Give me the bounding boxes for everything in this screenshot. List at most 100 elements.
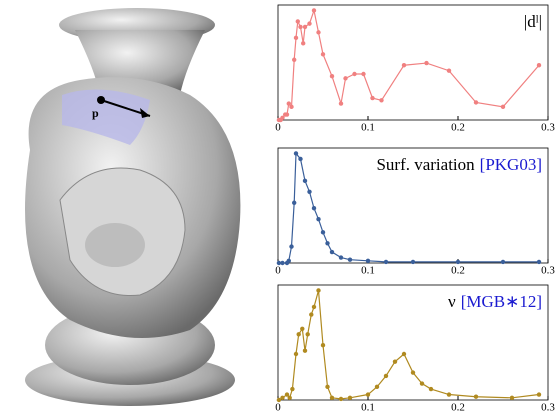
x-tick-label: 0	[275, 122, 281, 134]
citation: [MGB∗12]	[461, 292, 542, 311]
data-point	[294, 352, 298, 356]
chart-title: |dˡ|	[524, 12, 542, 31]
x-tick-label: 0.2	[451, 122, 465, 134]
data-point	[424, 61, 428, 65]
page: p 0 0.1 0.2 0.3 |dˡ| 0 0.1 0.2 0.3 Surf. variatio…	[0, 0, 557, 416]
data-point	[309, 312, 313, 316]
data-point	[307, 190, 311, 194]
data-point	[447, 69, 451, 73]
x-tick-label: 0.3	[541, 402, 555, 414]
data-point	[301, 41, 305, 45]
data-point	[429, 387, 433, 391]
data-point	[456, 260, 460, 264]
x-tick-label: 0.1	[361, 122, 375, 134]
data-point	[321, 343, 325, 347]
data-point	[312, 206, 316, 210]
data-point	[537, 63, 541, 67]
data-point	[510, 396, 514, 400]
data-point	[288, 396, 292, 400]
data-point	[411, 370, 415, 374]
x-tick-label: 0.3	[541, 122, 555, 134]
data-point	[501, 105, 505, 109]
title-text: Surf. variation	[376, 155, 475, 174]
data-point	[296, 19, 300, 23]
data-point	[280, 261, 284, 265]
data-point	[325, 241, 329, 245]
data-point	[292, 201, 296, 205]
data-point	[366, 259, 370, 263]
data-point	[447, 392, 451, 396]
point-label: p	[92, 106, 99, 120]
data-point	[370, 96, 374, 100]
data-point	[300, 327, 304, 331]
data-line	[279, 10, 539, 120]
data-point	[312, 305, 316, 309]
data-point	[285, 112, 289, 116]
data-point	[348, 396, 352, 400]
data-point	[379, 98, 383, 102]
data-point	[474, 395, 478, 399]
data-point	[294, 151, 298, 155]
data-point	[303, 179, 307, 183]
data-point	[297, 332, 301, 336]
data-point	[366, 392, 370, 396]
data-point	[537, 392, 541, 396]
data-point	[348, 258, 352, 262]
data-point	[339, 255, 343, 259]
data-point	[303, 349, 307, 353]
data-point	[402, 63, 406, 67]
x-tick-label: 0.1	[361, 265, 375, 277]
data-point	[411, 260, 415, 264]
lion-render: p	[25, 8, 240, 406]
data-point	[294, 36, 298, 40]
chart-title: Surf. variation [PKG03]	[376, 155, 542, 174]
title-text: |dˡ|	[524, 12, 542, 31]
citation: [PKG03]	[480, 155, 542, 174]
x-tick-label: 0.3	[541, 265, 555, 277]
data-point	[312, 8, 316, 12]
data-point	[375, 385, 379, 389]
data-point	[402, 352, 406, 356]
data-point	[330, 396, 334, 400]
data-point	[393, 359, 397, 363]
data-point	[339, 397, 343, 401]
x-tick-label: 0.2	[451, 265, 465, 277]
data-point	[352, 72, 356, 76]
data-point	[321, 52, 325, 56]
data-point	[303, 25, 307, 29]
data-point	[306, 332, 310, 336]
data-point	[316, 288, 320, 292]
data-point	[280, 396, 284, 400]
data-point	[292, 58, 296, 62]
data-point	[289, 244, 293, 248]
x-tick-label: 0.1	[361, 402, 375, 414]
data-point	[361, 72, 365, 76]
data-point	[325, 385, 329, 389]
data-point	[343, 76, 347, 80]
x-tick-label: 0	[275, 402, 281, 414]
data-point	[321, 230, 325, 234]
data-point	[298, 157, 302, 161]
data-point	[316, 30, 320, 34]
data-point	[384, 260, 388, 264]
data-point	[474, 100, 478, 104]
data-point	[298, 25, 302, 29]
plot-frame	[278, 5, 548, 120]
data-point	[537, 260, 541, 264]
data-point	[316, 217, 320, 221]
data-point	[287, 259, 291, 263]
data-point	[289, 105, 293, 109]
data-point	[290, 387, 294, 391]
figure: p 0 0.1 0.2 0.3 |dˡ| 0 0.1 0.2 0.3 Surf. variatio…	[0, 0, 557, 416]
data-point	[501, 260, 505, 264]
data-point	[339, 101, 343, 105]
data-point	[330, 250, 334, 254]
x-tick-label: 0	[275, 265, 281, 277]
title-text: ν	[448, 292, 456, 311]
chart-title: ν [MGB∗12]	[448, 292, 542, 311]
data-point	[384, 374, 388, 378]
data-point	[330, 74, 334, 78]
data-point	[307, 21, 311, 25]
x-tick-label: 0.2	[451, 402, 465, 414]
data-point	[420, 381, 424, 385]
